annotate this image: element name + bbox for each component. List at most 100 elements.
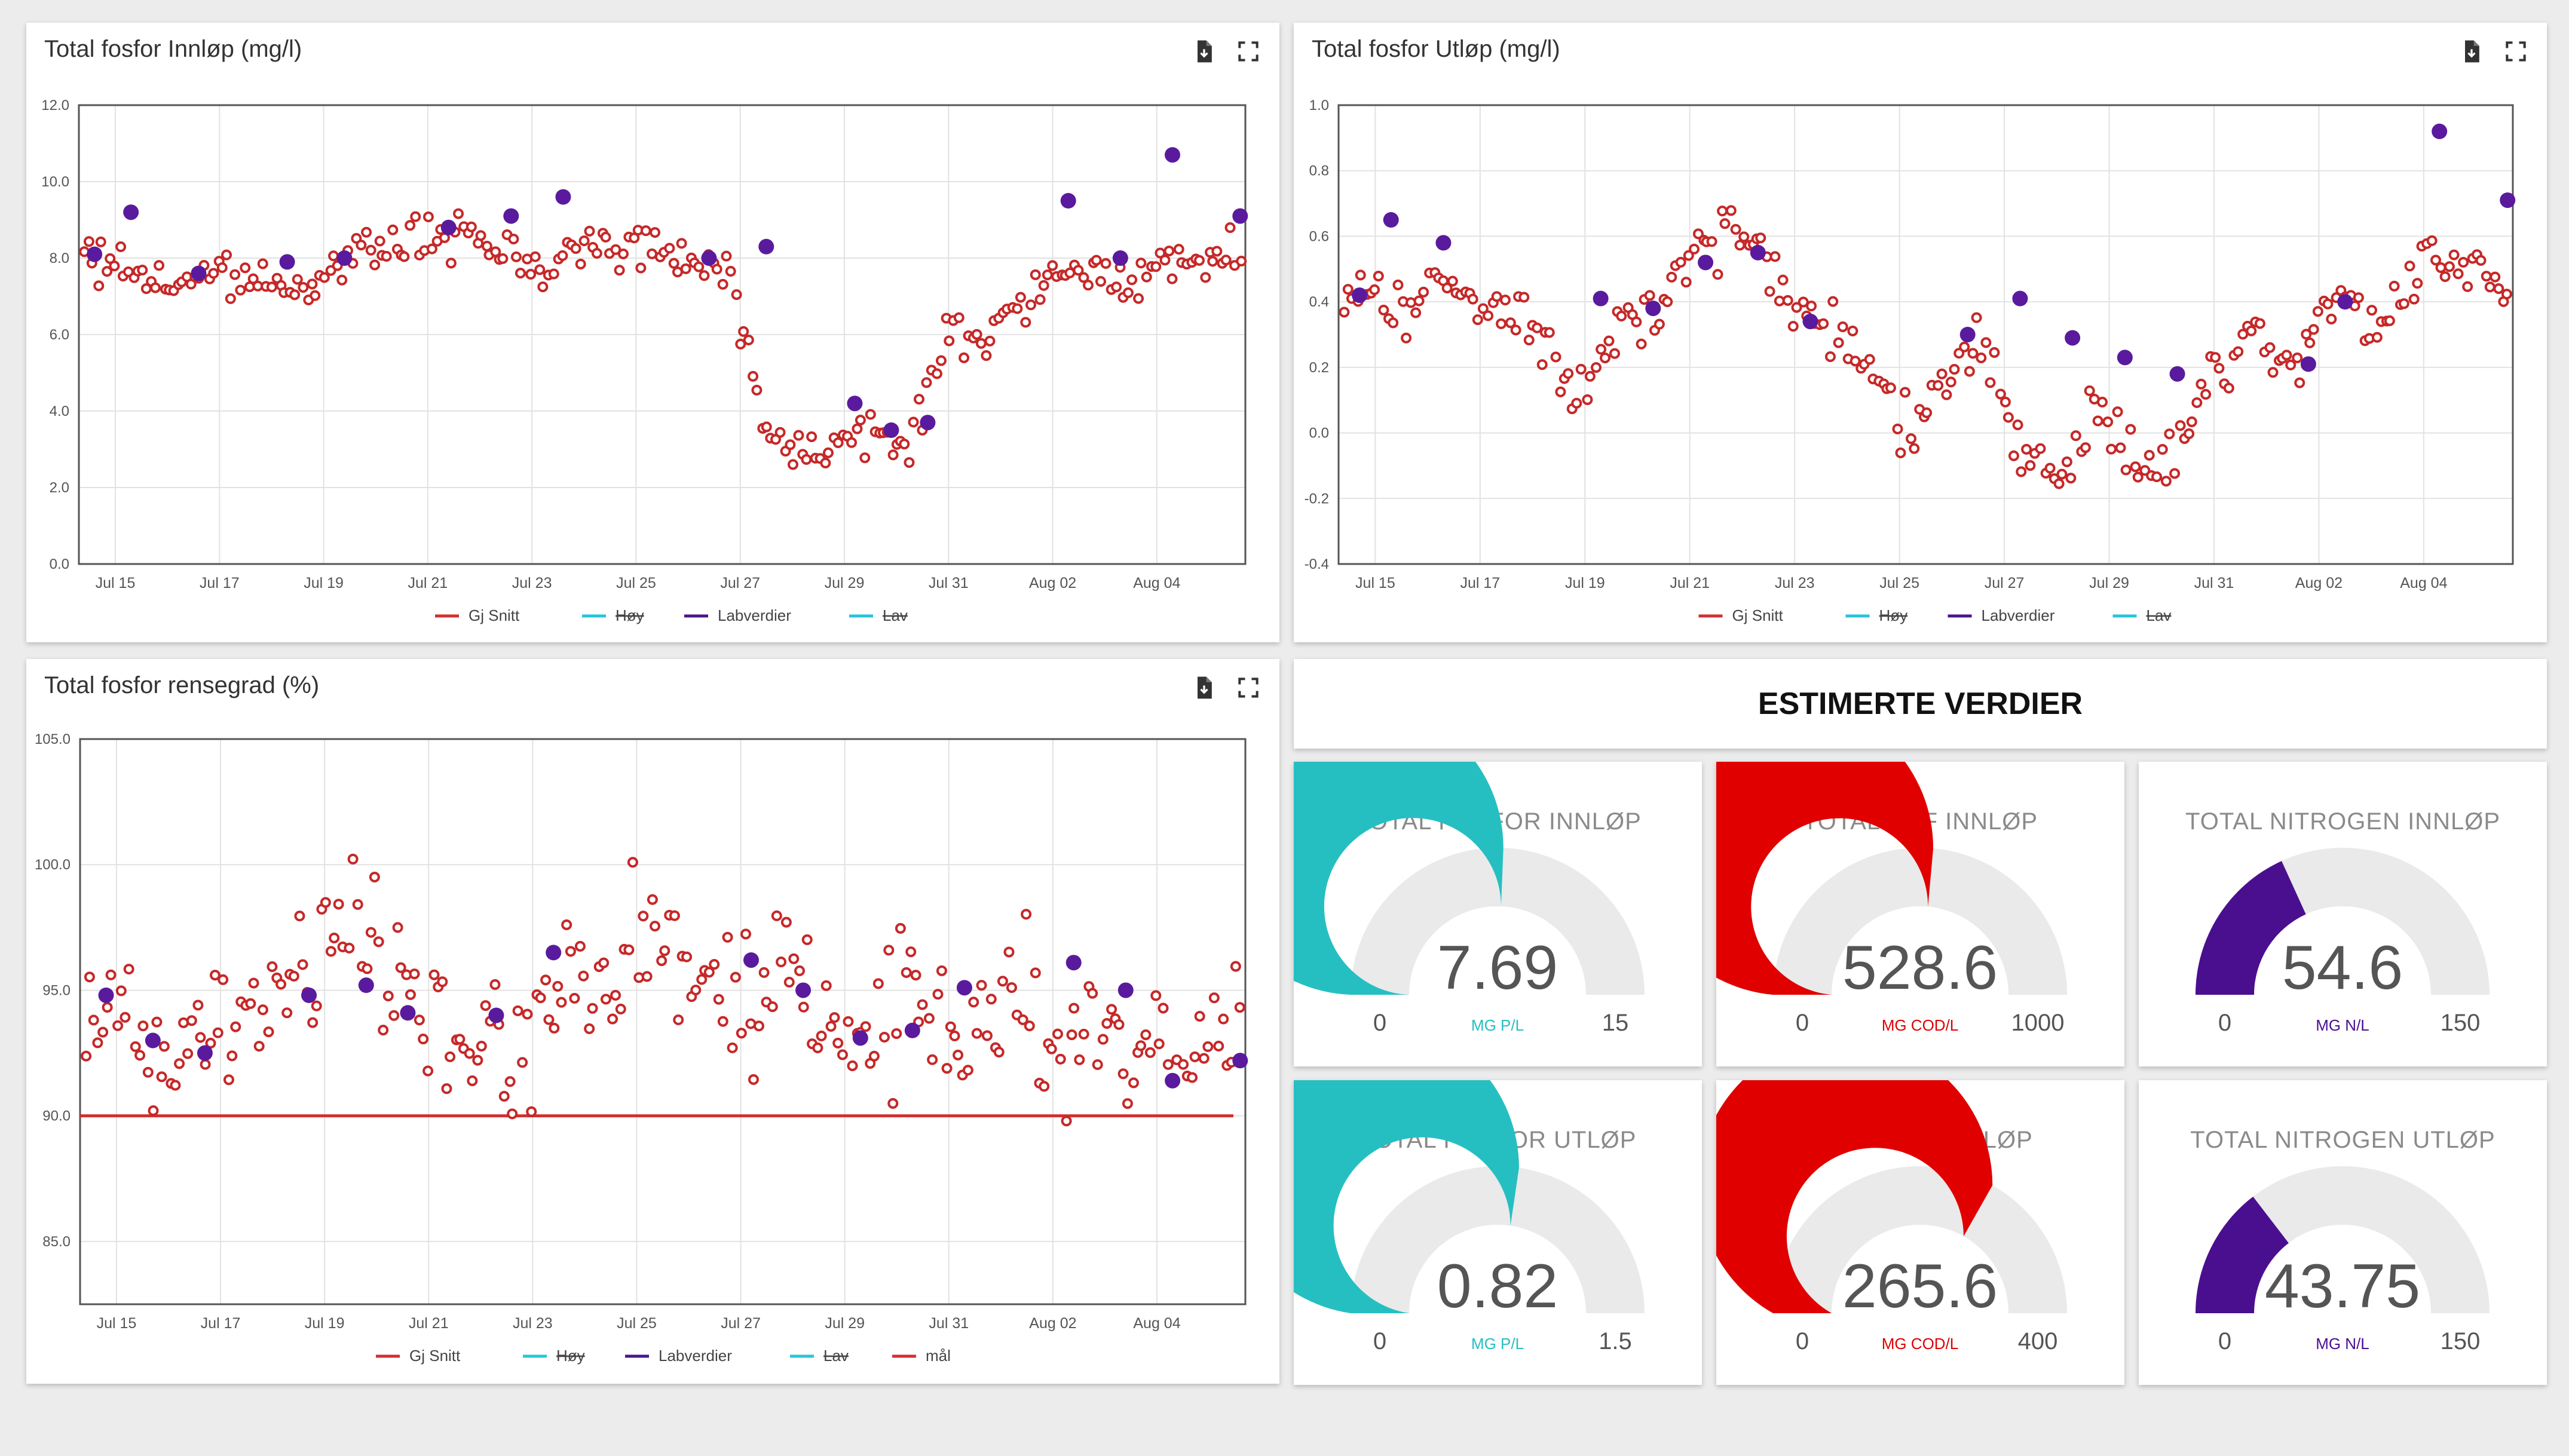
download-icon[interactable] bbox=[2458, 38, 2485, 65]
avg-point bbox=[891, 1028, 902, 1040]
avg-point bbox=[1092, 1059, 1103, 1070]
legend-item[interactable]: Gj Snitt bbox=[1698, 606, 1784, 624]
avg-point bbox=[981, 1030, 993, 1041]
x-tick-label: Jul 31 bbox=[929, 1315, 969, 1332]
avg-point bbox=[410, 211, 421, 222]
avg-point bbox=[387, 224, 399, 235]
avg-point bbox=[997, 976, 1008, 987]
avg-point bbox=[717, 1016, 728, 1027]
avg-point bbox=[837, 1049, 848, 1060]
legend-item[interactable]: Gj Snitt bbox=[435, 606, 520, 624]
download-icon[interactable] bbox=[1191, 675, 1217, 701]
avg-point bbox=[2326, 313, 2337, 324]
legend-item[interactable]: Labverdier bbox=[625, 1347, 732, 1365]
avg-point bbox=[208, 268, 219, 279]
avg-point bbox=[381, 250, 392, 262]
avg-point bbox=[976, 980, 987, 991]
avg-point bbox=[218, 974, 229, 985]
fullscreen-icon[interactable] bbox=[1235, 675, 1261, 701]
avg-point bbox=[2092, 415, 2103, 427]
lab-point bbox=[956, 980, 972, 996]
avg-point bbox=[975, 338, 987, 349]
avg-point bbox=[868, 1050, 880, 1062]
avg-point bbox=[676, 238, 687, 249]
plot-frame bbox=[78, 104, 1247, 565]
avg-point bbox=[336, 274, 348, 286]
x-tick-label: Aug 02 bbox=[2295, 575, 2343, 591]
avg-point bbox=[445, 258, 457, 269]
avg-point bbox=[2151, 471, 2163, 483]
avg-point bbox=[245, 998, 256, 1009]
avg-point bbox=[1163, 246, 1175, 257]
avg-point bbox=[472, 1055, 483, 1066]
avg-point bbox=[441, 1083, 452, 1095]
avg-point bbox=[767, 1001, 778, 1013]
avg-point bbox=[2412, 278, 2423, 289]
avg-point bbox=[847, 1060, 858, 1071]
avg-point bbox=[1824, 351, 1836, 362]
avg-point bbox=[395, 962, 406, 973]
avg-point bbox=[1122, 287, 1134, 299]
avg-point bbox=[1864, 354, 1875, 365]
avg-point bbox=[735, 338, 746, 350]
avg-point bbox=[569, 992, 580, 1004]
avg-point bbox=[725, 266, 736, 277]
avg-point bbox=[2065, 473, 2077, 484]
legend-item[interactable]: Lav bbox=[2112, 606, 2172, 624]
avg-point bbox=[1117, 1068, 1129, 1080]
avg-point bbox=[650, 921, 661, 932]
avg-point bbox=[1038, 280, 1049, 291]
lab-point bbox=[301, 987, 317, 1003]
avg-point bbox=[1140, 1029, 1152, 1040]
avg-point bbox=[466, 221, 477, 232]
lab-point bbox=[440, 219, 457, 235]
avg-point bbox=[333, 899, 344, 910]
gauge-unit: MG P/L bbox=[1471, 1335, 1524, 1353]
gauge-max: 1.5 bbox=[1599, 1328, 1632, 1354]
avg-point bbox=[931, 368, 942, 379]
avg-point bbox=[2301, 329, 2312, 340]
avg-point bbox=[1596, 344, 1607, 355]
gauge-fill bbox=[2196, 861, 2306, 995]
legend-item[interactable]: Labverdier bbox=[684, 606, 791, 624]
avg-point bbox=[1135, 1040, 1147, 1052]
avg-point bbox=[2120, 464, 2132, 476]
legend-item[interactable]: Lav bbox=[849, 606, 908, 624]
avg-point bbox=[2444, 261, 2455, 272]
avg-point bbox=[1491, 291, 1502, 302]
avg-point bbox=[584, 1023, 595, 1034]
avg-point bbox=[1083, 280, 1094, 291]
avg-point bbox=[1207, 256, 1218, 267]
avg-point bbox=[2267, 367, 2279, 378]
legend-item[interactable]: Lav bbox=[790, 1347, 849, 1365]
avg-point bbox=[1599, 352, 1610, 364]
avg-point bbox=[1662, 296, 1673, 308]
lab-point bbox=[852, 1030, 868, 1046]
legend-item[interactable]: Høy bbox=[582, 606, 644, 624]
avg-point bbox=[2125, 424, 2136, 435]
legend-item[interactable]: Gj Snitt bbox=[376, 1347, 461, 1365]
avg-point bbox=[1631, 316, 1642, 327]
avg-point bbox=[1220, 255, 1232, 266]
avg-point bbox=[2264, 342, 2276, 353]
legend-item[interactable]: Labverdier bbox=[1948, 606, 2055, 624]
avg-point bbox=[753, 1020, 764, 1032]
y-tick-label: 2.0 bbox=[50, 480, 69, 496]
legend-item[interactable]: Høy bbox=[1845, 606, 1908, 624]
avg-point bbox=[640, 225, 651, 237]
avg-point bbox=[1122, 1098, 1133, 1109]
avg-point bbox=[93, 280, 105, 292]
avg-point bbox=[2196, 378, 2207, 390]
avg-point bbox=[1769, 251, 1781, 262]
avg-point bbox=[798, 1001, 809, 1013]
lab-point bbox=[1645, 301, 1661, 317]
avg-point bbox=[257, 258, 268, 269]
fullscreen-icon[interactable] bbox=[1235, 38, 1261, 65]
x-tick-label: Jul 25 bbox=[1879, 575, 1919, 591]
fullscreen-icon[interactable] bbox=[2503, 38, 2529, 65]
avg-point bbox=[927, 1054, 938, 1065]
legend-item[interactable]: Høy bbox=[523, 1347, 585, 1365]
download-icon[interactable] bbox=[1191, 38, 1217, 65]
legend-item[interactable]: mål bbox=[892, 1347, 951, 1365]
lab-point bbox=[546, 945, 562, 961]
